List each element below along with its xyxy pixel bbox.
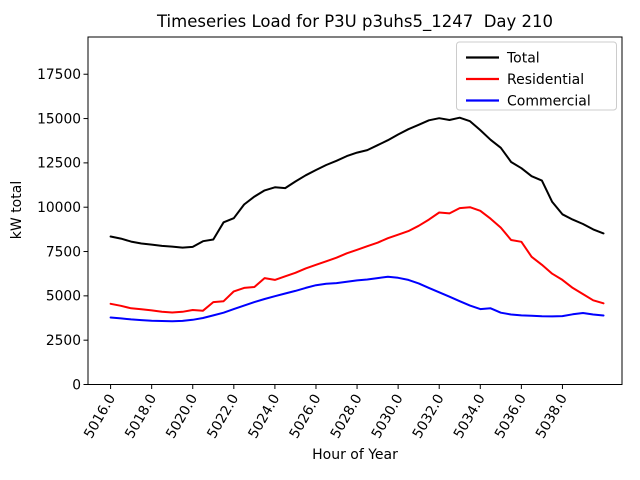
y-tick-label: 2500 [46, 333, 81, 349]
series-line-residential [109, 206, 605, 314]
y-tick-label: 0 [72, 377, 81, 393]
series-line-total [109, 116, 605, 249]
legend: Total Residential Commercial [456, 41, 617, 111]
x-tick-label: 5022.0 [204, 392, 242, 442]
x-tick-label: 5028.0 [328, 392, 366, 442]
y-tick-label: 15000 [37, 111, 81, 127]
legend-label-commercial: Commercial [507, 94, 591, 110]
x-tick-label: 5034.0 [451, 392, 489, 442]
axes-frame [87, 36, 623, 385]
x-tick-label: 5016.0 [81, 392, 119, 442]
legend-label-total: Total [506, 51, 540, 67]
x-tick-label: 5026.0 [286, 392, 324, 442]
x-tick-label: 5018.0 [122, 392, 160, 442]
x-tick-label: 5036.0 [492, 392, 530, 442]
x-tick-label: 5038.0 [533, 392, 571, 442]
x-axis-label: Hour of Year [312, 447, 398, 463]
y-tick-label: 5000 [46, 289, 81, 305]
x-tick-label: 5024.0 [245, 392, 283, 442]
x-tick-label: 5030.0 [369, 392, 407, 442]
chart-title: Timeseries Load for P3U p3uhs5_1247 Day … [156, 12, 553, 32]
y-tick-label: 7500 [46, 244, 81, 260]
y-axis-label: kW total [9, 181, 25, 239]
y-tick-label: 17500 [37, 67, 81, 83]
series-line-commercial [109, 275, 605, 323]
legend-label-residential: Residential [507, 72, 584, 88]
y-tick-label: 10000 [37, 200, 81, 216]
x-tick-label: 5032.0 [410, 392, 448, 442]
legend-box [456, 41, 617, 111]
x-tick-label: 5020.0 [163, 392, 201, 442]
y-tick-label: 12500 [37, 156, 81, 172]
